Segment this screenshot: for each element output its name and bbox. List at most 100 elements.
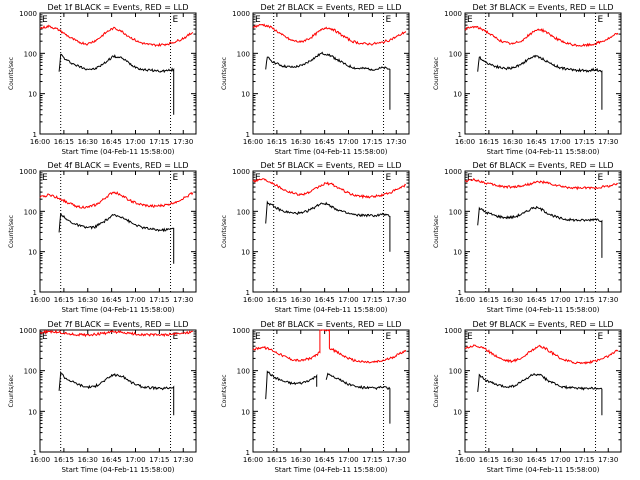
y-axis-label: Counts/sec: [8, 57, 15, 90]
x-tick-label: 16:15: [479, 138, 499, 146]
x-axis-label: Start Time (04-Feb-11 15:58:00): [486, 148, 599, 156]
x-tick-label: 16:30: [78, 456, 98, 464]
events-series-line: [58, 213, 175, 264]
y-tick-label: 1000: [19, 327, 37, 335]
panel-title: Det 9f BLACK = Events, RED = LLD: [472, 320, 613, 329]
x-tick-label: 17:30: [173, 138, 193, 146]
e-annotation: E: [42, 15, 48, 25]
x-tick-label: 16:45: [315, 138, 335, 146]
x-tick-label: 17:00: [125, 456, 145, 464]
e-annotation: E: [386, 173, 392, 183]
x-tick-label: 16:00: [243, 138, 263, 146]
y-axis-label: Counts/sec: [8, 374, 15, 407]
x-tick-label: 17:30: [598, 138, 618, 146]
x-tick-label: 17:30: [173, 296, 193, 304]
x-tick-label: 16:15: [54, 138, 74, 146]
x-tick-label: 16:30: [291, 296, 311, 304]
y-tick-label: 1000: [232, 168, 250, 176]
x-tick-label: 17:15: [574, 456, 594, 464]
x-tick-label: 16:00: [455, 138, 475, 146]
x-tick-label: 17:15: [574, 138, 594, 146]
x-tick-label: 16:45: [102, 456, 122, 464]
x-tick-label: 16:30: [78, 296, 98, 304]
e-annotation: E: [173, 332, 179, 342]
plot-frame: [252, 329, 410, 453]
y-tick-label: 10: [453, 408, 462, 416]
x-tick-label: 17:00: [125, 138, 145, 146]
e-annotation: E: [42, 173, 48, 183]
plot-frame: [464, 329, 622, 453]
y-tick-label: 100: [24, 208, 37, 216]
x-tick-label: 17:30: [598, 456, 618, 464]
e-annotation: E: [598, 15, 604, 25]
x-tick-label: 17:15: [149, 296, 169, 304]
y-tick-label: 100: [237, 368, 250, 376]
plot-frame: [39, 170, 197, 293]
lld-series-line: [464, 177, 619, 191]
y-tick-label: 10: [453, 91, 462, 99]
x-tick-label: 17:30: [173, 456, 193, 464]
x-axis-label: Start Time (04-Feb-11 15:58:00): [61, 466, 174, 474]
y-tick-label: 1: [33, 289, 37, 297]
x-tick-label: 16:45: [102, 296, 122, 304]
plot-frame: [39, 12, 197, 135]
lld-series-line: [252, 178, 407, 200]
x-tick-label: 17:00: [550, 296, 570, 304]
x-tick-label: 17:15: [574, 296, 594, 304]
y-tick-label: 100: [449, 368, 462, 376]
x-tick-label: 16:00: [455, 296, 475, 304]
x-tick-label: 17:30: [386, 296, 406, 304]
lld-series-line: [252, 328, 407, 364]
e-annotation: E: [42, 332, 48, 342]
x-axis-label: Start Time (04-Feb-11 15:58:00): [274, 466, 387, 474]
y-axis-label: Counts/sec: [221, 215, 228, 248]
y-tick-label: 1: [458, 449, 462, 457]
x-tick-label: 17:00: [550, 138, 570, 146]
e-annotation: E: [598, 332, 604, 342]
events-series-line: [58, 53, 175, 115]
x-tick-label: 16:45: [527, 456, 547, 464]
x-axis-label: Start Time (04-Feb-11 15:58:00): [61, 148, 174, 156]
x-tick-label: 16:30: [503, 296, 523, 304]
plot-frame: [464, 170, 622, 293]
x-tick-label: 16:45: [315, 296, 335, 304]
y-tick-label: 1000: [19, 168, 37, 176]
x-tick-label: 17:30: [386, 456, 406, 464]
y-tick-label: 10: [28, 91, 37, 99]
y-tick-label: 1: [246, 289, 250, 297]
x-tick-label: 17:15: [362, 296, 382, 304]
y-axis-label: Counts/sec: [433, 57, 440, 90]
x-tick-label: 17:15: [362, 456, 382, 464]
x-axis-label: Start Time (04-Feb-11 15:58:00): [486, 466, 599, 474]
panel-title: Det 5f BLACK = Events, RED = LLD: [260, 161, 401, 170]
events-series-line: [265, 200, 391, 252]
e-annotation: E: [255, 15, 261, 25]
x-tick-label: 16:30: [503, 456, 523, 464]
x-tick-label: 16:30: [291, 138, 311, 146]
y-tick-label: 10: [241, 249, 250, 257]
plot-frame: [252, 170, 410, 293]
x-tick-label: 16:15: [479, 456, 499, 464]
y-tick-label: 1: [246, 449, 250, 457]
events-series-line: [325, 372, 391, 424]
y-tick-label: 1000: [444, 168, 462, 176]
panel-title: Det 1f BLACK = Events, RED = LLD: [47, 3, 188, 12]
x-tick-label: 16:15: [267, 296, 287, 304]
x-axis-label: Start Time (04-Feb-11 15:58:00): [486, 306, 599, 314]
y-tick-label: 100: [24, 368, 37, 376]
plot-frame: [39, 329, 197, 453]
x-tick-label: 16:45: [527, 296, 547, 304]
y-tick-label: 10: [28, 249, 37, 257]
y-tick-label: 1000: [232, 10, 250, 18]
y-tick-label: 100: [449, 50, 462, 58]
lld-series-line: [464, 344, 619, 365]
x-tick-label: 16:15: [479, 296, 499, 304]
y-axis-label: Counts/sec: [221, 374, 228, 407]
x-tick-label: 16:30: [78, 138, 98, 146]
